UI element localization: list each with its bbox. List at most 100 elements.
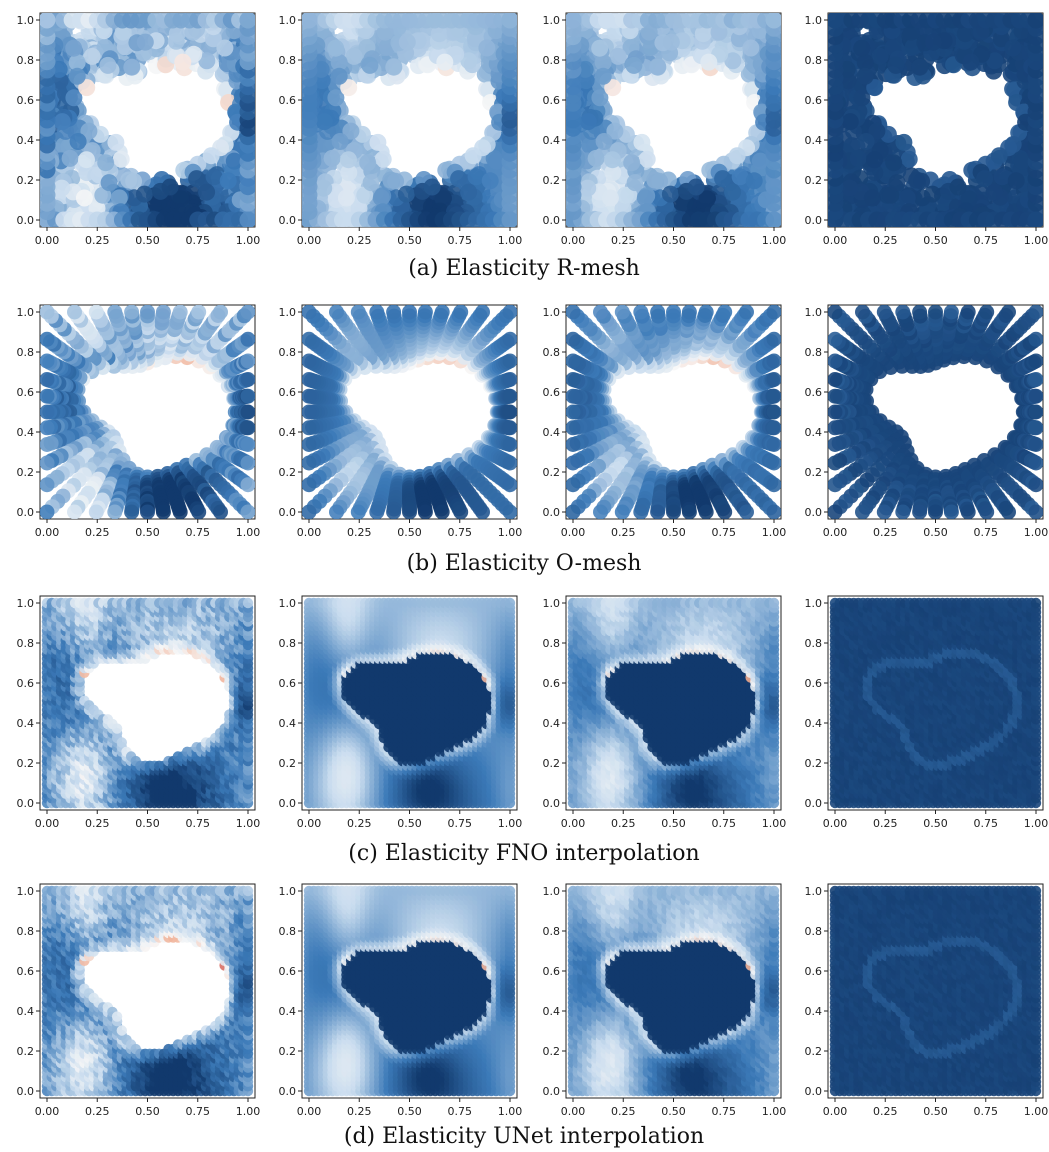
data-point	[992, 30, 1010, 48]
data-point	[502, 477, 517, 493]
x-tick-label: 0.25	[873, 234, 898, 247]
data-point	[88, 305, 104, 320]
data-point	[329, 504, 344, 519]
data-point	[698, 305, 714, 320]
data-point	[386, 305, 402, 320]
data-point	[453, 504, 469, 519]
y-tick-label: 0.2	[279, 466, 297, 479]
data-point	[240, 331, 255, 347]
data-point	[99, 56, 117, 74]
data-point	[340, 151, 357, 169]
data-point	[240, 388, 255, 404]
data-point	[460, 52, 478, 70]
data-point	[40, 455, 55, 471]
data-point	[475, 504, 490, 519]
data-point	[75, 189, 93, 207]
data-point	[107, 133, 125, 151]
data-point	[40, 420, 55, 436]
data-point	[766, 437, 781, 452]
data-point	[198, 52, 216, 70]
data-point	[240, 404, 255, 420]
data-point	[100, 174, 118, 192]
data-point	[78, 151, 95, 169]
y-tick-label: 0.8	[279, 346, 297, 359]
y-tick-label: 0.2	[805, 174, 823, 187]
x-tick-label: 0.75	[712, 526, 737, 539]
data-point	[112, 150, 130, 168]
y-tick-label: 0.8	[805, 346, 823, 359]
data-point	[402, 504, 417, 519]
x-tick-label: 0.00	[35, 526, 60, 539]
data-point	[68, 54, 86, 71]
data-point	[302, 420, 317, 436]
data-point	[604, 164, 622, 182]
data-point	[114, 23, 132, 41]
data-point	[67, 305, 82, 320]
data-point	[502, 437, 517, 452]
data-point	[359, 154, 377, 172]
data-point	[1027, 13, 1043, 29]
data-point	[876, 305, 892, 320]
y-tick-label: 0.6	[17, 94, 35, 107]
y-tick-label: 0.8	[543, 54, 561, 67]
y-tick-label: 0.8	[279, 54, 297, 67]
data-point	[1004, 39, 1022, 57]
data-point	[566, 437, 581, 452]
data-point	[566, 13, 582, 29]
data-point	[566, 353, 581, 369]
data-point	[205, 168, 223, 186]
data-point	[460, 183, 478, 201]
data-point	[633, 504, 649, 519]
data-point	[450, 170, 468, 188]
data-point	[849, 149, 867, 167]
x-tick-label: 0.00	[561, 234, 586, 247]
data-point	[566, 372, 581, 387]
data-point	[216, 39, 234, 57]
y-tick-label: 0.6	[17, 386, 35, 399]
data-point	[1007, 172, 1025, 190]
data-point	[625, 56, 643, 74]
data-point	[949, 178, 967, 196]
data-point	[329, 305, 344, 320]
y-tick-label: 0.0	[543, 506, 561, 519]
x-tick-label: 0.50	[397, 234, 422, 247]
data-point	[61, 149, 79, 167]
x-tick-label: 0.50	[923, 526, 948, 539]
data-point	[717, 305, 733, 320]
y-tick-label: 0.2	[543, 174, 561, 187]
data-point	[633, 305, 649, 320]
data-point	[502, 388, 517, 404]
data-point	[976, 170, 994, 188]
data-point	[566, 404, 581, 420]
data-point	[681, 305, 697, 320]
data-point	[924, 33, 942, 51]
data-point	[464, 147, 482, 165]
y-tick-label: 1.0	[543, 14, 561, 27]
panel-error-row-2: 0.00 0.25 0.50 0.75 1.000.00.20.40.60.81.0	[805, 304, 1048, 539]
data-point	[68, 67, 86, 85]
data-point	[340, 164, 358, 182]
data-point	[923, 185, 941, 203]
y-tick-label: 0.2	[279, 174, 297, 187]
data-point	[202, 147, 220, 165]
data-point	[898, 189, 916, 207]
data-point	[895, 133, 913, 151]
y-tick-label: 0.6	[279, 386, 297, 399]
data-point	[155, 504, 171, 519]
data-point	[107, 305, 123, 320]
data-point	[614, 305, 630, 320]
data-point	[327, 89, 345, 107]
y-tick-label: 0.4	[543, 426, 561, 439]
data-point	[136, 33, 154, 51]
data-point	[960, 305, 976, 320]
y-tick-label: 1.0	[17, 14, 35, 27]
data-point	[213, 305, 228, 320]
data-point	[1028, 372, 1043, 387]
data-point	[843, 137, 861, 155]
x-tick-label: 1.00	[236, 234, 261, 247]
data-point	[125, 172, 143, 190]
data-point	[1028, 388, 1043, 404]
data-point	[239, 13, 255, 29]
data-point	[65, 39, 83, 57]
data-point	[593, 504, 608, 519]
